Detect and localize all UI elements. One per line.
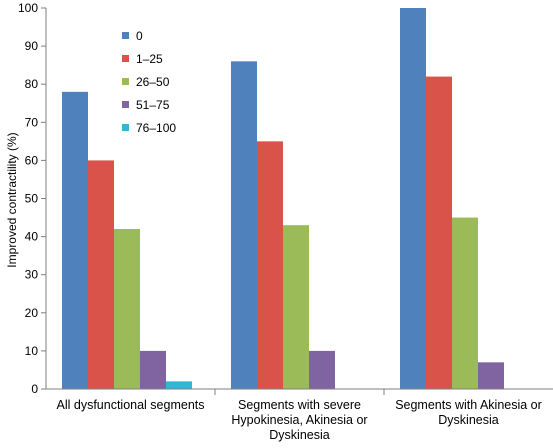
y-tick-label: 30 xyxy=(25,268,39,282)
y-tick-label: 10 xyxy=(25,344,39,358)
bar-2-series-3 xyxy=(283,225,309,389)
y-tick-label: 0 xyxy=(31,382,38,396)
bar-1-series-1 xyxy=(62,91,88,389)
y-tick-label: 50 xyxy=(25,192,39,206)
x-category-label: Segments with severe Hypokinesia, Akinesi… xyxy=(231,398,367,442)
legend-label: 0 xyxy=(136,29,143,43)
x-category-label-line: Dyskinesia xyxy=(438,413,498,427)
bar-1-series-5 xyxy=(166,381,192,389)
bar-1-series-2 xyxy=(88,160,114,389)
y-ticks-group: 0 10 20 30 40 50 60 70 80 90 100 xyxy=(18,1,46,396)
y-tick-label: 40 xyxy=(25,230,39,244)
y-tick-label: 70 xyxy=(25,115,39,129)
legend: 0 1–25 26–50 51–75 76–100 xyxy=(122,29,176,135)
bars-group xyxy=(62,8,504,390)
x-category-label-line: All dysfunctional segments xyxy=(57,398,205,412)
y-tick-label: 20 xyxy=(25,306,39,320)
bar-3-series-1 xyxy=(400,8,426,389)
legend-label: 51–75 xyxy=(136,98,170,112)
bar-1-series-4 xyxy=(140,350,166,389)
legend-label: 1–25 xyxy=(136,52,163,66)
bar-3-series-2 xyxy=(426,76,452,389)
x-category-label-line: Segments with Akinesia or xyxy=(395,398,542,412)
legend-label: 26–50 xyxy=(136,75,170,89)
x-category-label: Segments with Akinesia or Dyskinesia xyxy=(395,398,542,427)
y-tick-label: 90 xyxy=(25,39,39,53)
legend-label: 76–100 xyxy=(136,121,176,135)
x-category-label-line: Segments with severe xyxy=(238,398,361,412)
bar-3-series-4 xyxy=(478,362,504,389)
y-tick-label: 100 xyxy=(18,1,38,15)
bar-3-series-3 xyxy=(452,217,478,389)
y-tick-label: 80 xyxy=(25,77,39,91)
legend-swatch xyxy=(122,78,129,85)
x-category-label-line: Hypokinesia, Akinesia or xyxy=(231,413,367,427)
legend-swatch xyxy=(122,55,129,62)
bar-2-series-1 xyxy=(231,61,257,390)
x-category-label-line: Dyskinesia xyxy=(269,428,329,442)
legend-swatch xyxy=(122,101,129,108)
legend-swatch xyxy=(122,32,129,39)
y-axis-title: Improved contractility (%) xyxy=(5,132,19,267)
x-labels-group: All dysfunctional segments Segments with … xyxy=(57,398,542,442)
legend-swatch xyxy=(122,124,129,131)
x-category-label: All dysfunctional segments xyxy=(57,398,205,412)
bar-2-series-2 xyxy=(257,141,283,389)
bar-2-series-4 xyxy=(309,350,335,389)
y-tick-label: 60 xyxy=(25,153,39,167)
bar-1-series-3 xyxy=(114,228,140,389)
